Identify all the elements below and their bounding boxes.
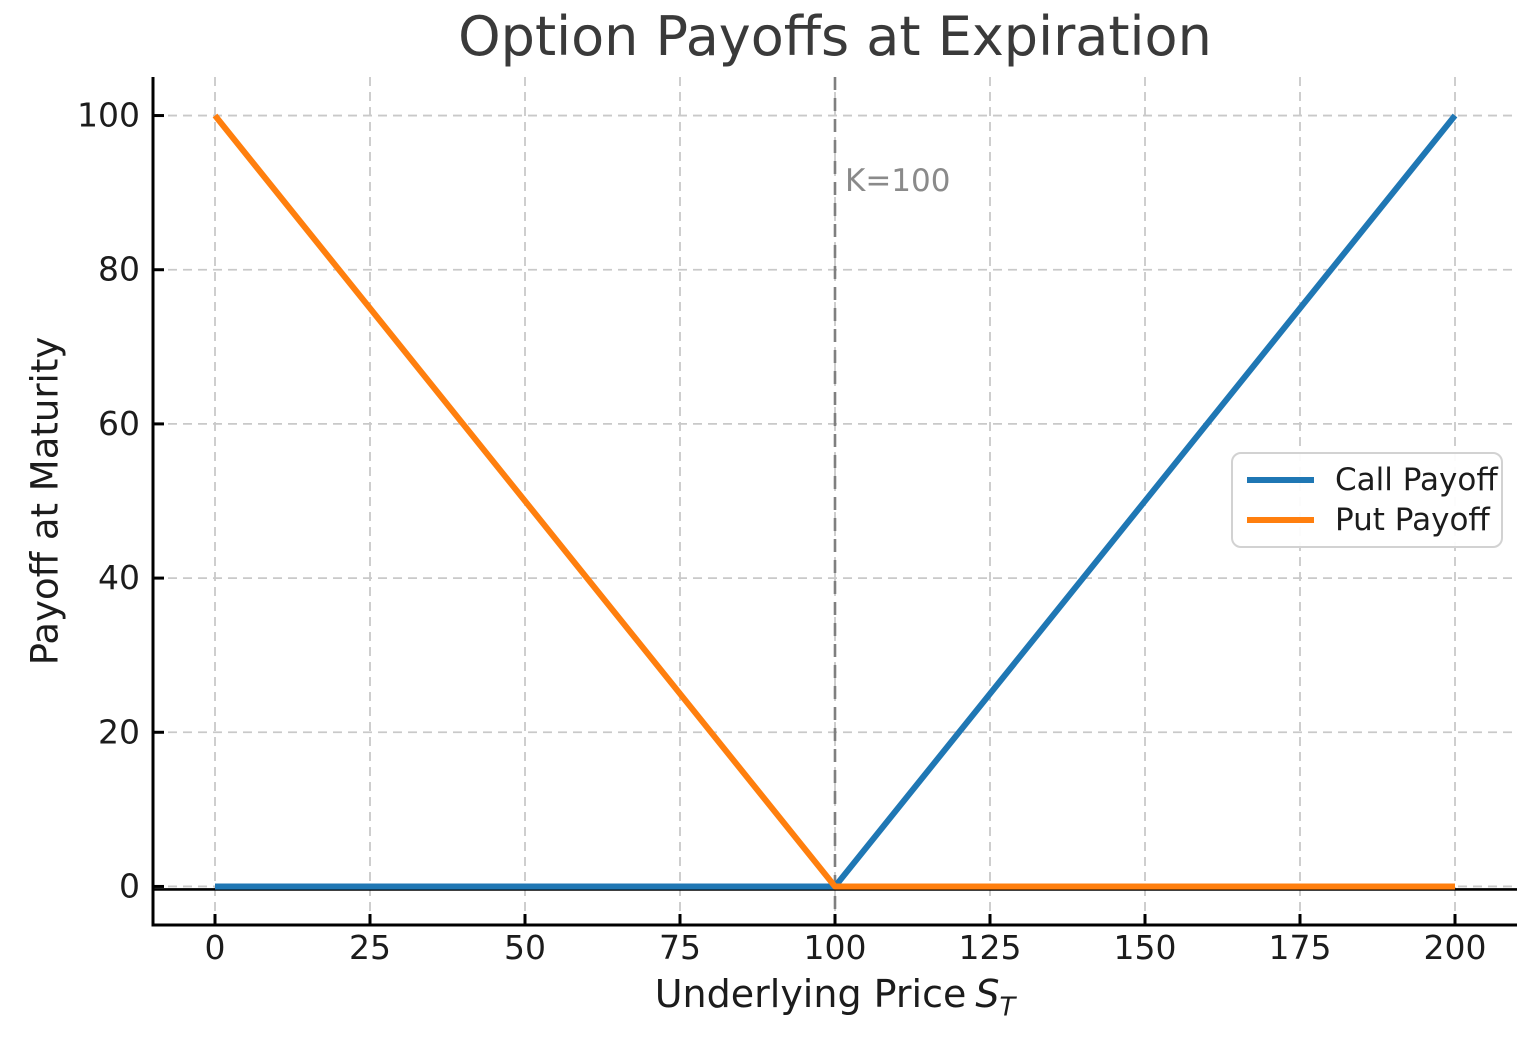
y-axis-label: Payoff at Maturity — [23, 336, 67, 666]
svg-text:40: 40 — [98, 558, 140, 597]
x-axis-label: Underlying Price ST — [153, 972, 1517, 1023]
put-payoff-swatch — [1247, 517, 1314, 524]
legend-item-put-payoff: Put Payoff — [1247, 502, 1490, 539]
svg-text:20: 20 — [98, 712, 140, 751]
x-axis-label-symbol: ST — [975, 972, 1016, 1023]
svg-text:50: 50 — [504, 928, 546, 967]
svg-text:150: 150 — [1114, 928, 1177, 967]
axes-spines — [151, 77, 1517, 927]
svg-text:60: 60 — [98, 404, 140, 443]
svg-text:100: 100 — [804, 928, 867, 967]
call-payoff-swatch — [1247, 476, 1314, 483]
svg-text:125: 125 — [959, 928, 1022, 967]
strike-annotation: K=100 — [845, 163, 951, 199]
svg-text:25: 25 — [349, 928, 391, 967]
svg-text:100: 100 — [77, 96, 140, 135]
svg-text:75: 75 — [659, 928, 701, 967]
svg-text:200: 200 — [1424, 928, 1487, 967]
legend-label-call-payoff: Call Payoff — [1335, 461, 1498, 498]
svg-text:80: 80 — [98, 250, 140, 289]
svg-text:0: 0 — [119, 866, 140, 905]
legend-item-call-payoff: Call Payoff — [1247, 462, 1498, 498]
chart-title: Option Payoffs at Expiration — [458, 5, 1212, 68]
put-payoff-line — [212, 113, 1455, 890]
tick-marks — [154, 114, 1457, 924]
legend-label-put-payoff: Put Payoff — [1335, 502, 1490, 539]
x-axis-label-text: Underlying Price — [654, 972, 967, 1016]
legend: Call Payoff Put Payoff — [1231, 452, 1503, 548]
svg-text:0: 0 — [205, 928, 226, 967]
svg-text:175: 175 — [1269, 928, 1332, 967]
x-tick-labels: 0 25 50 75 100 125 150 175 200 — [205, 928, 1487, 967]
y-tick-labels: 0 20 40 60 80 100 — [77, 96, 140, 906]
